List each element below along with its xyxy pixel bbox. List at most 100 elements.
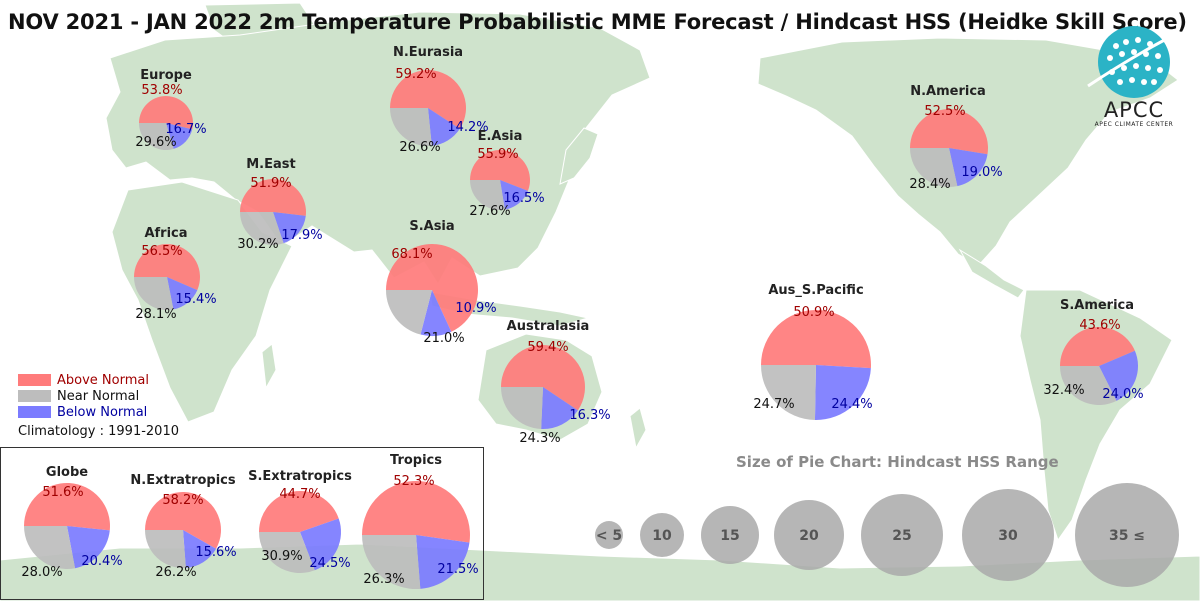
pie-label-tropics-below: 21.5%	[437, 562, 478, 577]
pie-s-america: S.America 43.6% 32.4% 24.0%	[1043, 298, 1144, 406]
pie-label-m-east-above: 51.9%	[250, 176, 291, 191]
near-normal-label: Near Normal	[57, 388, 140, 404]
above-normal-label: Above Normal	[57, 372, 149, 388]
pie-label-n-eurasia-above: 59.2%	[395, 67, 436, 82]
pie-label-n-extratropics-near: 26.2%	[155, 565, 196, 580]
size-legend-label-1: 10	[652, 528, 672, 544]
pie-label-tropics-above: 52.3%	[393, 474, 434, 489]
pie-label-s-america-below: 24.0%	[1102, 387, 1143, 402]
pie-title-s-america: S.America	[1060, 298, 1134, 313]
pie-label-africa-near: 28.1%	[135, 307, 176, 322]
pie-title-globe: Globe	[46, 465, 88, 480]
pie-label-europe-below: 16.7%	[165, 122, 206, 137]
pie-slice-e-asia-near-normal	[470, 180, 505, 210]
pie-slice-europe-below-normal	[166, 123, 193, 149]
near-normal-swatch	[18, 390, 51, 402]
pie-slice-n-extratropics-near-normal	[145, 530, 186, 568]
size-legend-title: Size of Pie Chart: Hindcast HSS Range	[736, 453, 1059, 471]
size-legend-circle-3	[774, 500, 844, 570]
pie-title-africa: Africa	[144, 226, 187, 241]
pie-slice-s-extratropics-below-normal	[300, 518, 341, 571]
pie-label-s-extratropics-above: 44.7%	[279, 487, 320, 502]
pie-slice-s-america-above-normal	[1060, 327, 1135, 366]
pie-label-australasia-above: 59.4%	[527, 340, 568, 355]
pie-slice-m-east-above-normal	[240, 179, 306, 216]
pie-title-n-extratropics: N.Extratropics	[130, 473, 236, 488]
pie-label-s-extratropics-near: 30.9%	[261, 549, 302, 564]
legend-item-above: Above Normal	[18, 372, 179, 388]
pie-label-aus-s-pacific-near: 24.7%	[753, 397, 794, 412]
logo-subtitle: APEC CLIMATE CENTER	[1094, 121, 1174, 128]
pie-slice-globe-above-normal	[23, 482, 110, 531]
pie-aus-s-pacific: Aus_S.Pacific 50.9% 24.7% 24.4%	[753, 283, 873, 420]
pie-slice-africa-below-normal	[167, 277, 198, 310]
size-legend-label-0: < 5	[596, 528, 622, 544]
pie-n-america: N.America 52.5% 28.4% 19.0%	[909, 84, 1002, 192]
pie-label-s-asia-above: 68.1%	[391, 247, 432, 262]
pie-slice-e-asia-below-normal	[500, 180, 528, 210]
pie-slice-n-america-near-normal	[910, 148, 958, 188]
pie-label-globe-below: 20.4%	[81, 554, 122, 569]
pie-slice-tropics-near-normal	[362, 535, 421, 590]
pie-label-aus-s-pacific-below: 24.4%	[831, 397, 872, 412]
size-legend-circle-4	[861, 494, 943, 576]
pie-slice-s-extratropics-above-normal	[259, 491, 339, 532]
pie-label-n-eurasia-near: 26.6%	[399, 140, 440, 155]
pie-label-e-asia-above: 55.9%	[477, 147, 518, 162]
pie-slice-tropics-below-normal	[416, 535, 470, 589]
pie-title-s-asia: S.Asia	[409, 219, 454, 234]
pie-slice-s-america-below-normal	[1099, 350, 1139, 401]
pie-label-s-america-above: 43.6%	[1079, 318, 1120, 333]
pie-label-e-asia-below: 16.5%	[503, 191, 544, 206]
legend: Above Normal Near Normal Below Normal Cl…	[18, 372, 179, 439]
pie-label-europe-above: 53.8%	[141, 83, 182, 98]
pie-label-aus-s-pacific-above: 50.9%	[793, 305, 834, 320]
chart-title: NOV 2021 - JAN 2022 2m Temperature Proba…	[8, 10, 1187, 34]
size-legend-circle-2	[701, 506, 759, 564]
pie-slice-africa-above-normal	[134, 244, 201, 291]
pie-label-n-america-above: 52.5%	[924, 104, 965, 119]
pie-slice-s-asia-near-normal	[386, 290, 432, 335]
pie-label-s-extratropics-below: 24.5%	[309, 556, 350, 571]
pie-label-n-america-near: 28.4%	[909, 177, 950, 192]
pie-slice-n-america-below-normal	[949, 148, 988, 187]
pie-slice-aus-s-pacific-below-normal	[814, 365, 871, 420]
pie-slice-europe-above-normal	[139, 96, 193, 130]
landmass-japan	[559, 127, 599, 185]
pie-slice-tropics-above-normal	[362, 480, 470, 543]
pie-slice-globe-near-normal	[24, 526, 76, 570]
pie-slice-n-extratropics-above-normal	[145, 492, 221, 549]
landmass-new-zealand	[629, 407, 647, 450]
pie-label-australasia-below: 16.3%	[569, 408, 610, 423]
pie-title-europe: Europe	[140, 68, 192, 83]
pie-slice-africa-near-normal	[134, 277, 174, 311]
size-legend-circle-5	[962, 489, 1054, 581]
pie-label-tropics-near: 26.3%	[363, 572, 404, 587]
pie-slice-n-extratropics-below-normal	[183, 530, 217, 568]
pie-globe: Globe 51.6% 28.0% 20.4%	[21, 465, 122, 580]
pie-label-e-asia-near: 27.6%	[469, 204, 510, 219]
pie-s-asia: S.Asia 68.1% 21.0% 10.9%	[386, 219, 497, 346]
pie-label-n-extratropics-above: 58.2%	[162, 493, 203, 508]
size-legend-circle-6	[1075, 483, 1179, 587]
size-legend-label-2: 15	[720, 528, 739, 544]
below-normal-label: Below Normal	[57, 404, 148, 420]
pie-slice-s-asia-below-normal	[420, 290, 452, 336]
pie-slice-n-eurasia-near-normal	[389, 108, 432, 147]
pie-label-n-america-below: 19.0%	[961, 165, 1002, 180]
pie-slice-m-east-below-normal	[273, 212, 306, 244]
pie-title-s-extratropics: S.Extratropics	[248, 469, 352, 484]
pie-label-globe-above: 51.6%	[42, 485, 83, 500]
below-normal-swatch	[18, 406, 51, 418]
pie-slice-n-eurasia-above-normal	[390, 70, 467, 129]
pie-slice-n-america-above-normal	[910, 109, 988, 155]
pie-slice-europe-near-normal	[139, 123, 174, 150]
pie-title-n-america: N.America	[910, 84, 986, 99]
pie-slice-s-extratropics-near-normal	[259, 532, 315, 573]
pie-tropics: Tropics 52.3% 26.3% 21.5%	[362, 453, 479, 590]
pie-slice-globe-below-normal	[67, 526, 110, 569]
pie-n-eurasia: N.Eurasia 59.2% 26.6% 14.2%	[389, 45, 489, 155]
